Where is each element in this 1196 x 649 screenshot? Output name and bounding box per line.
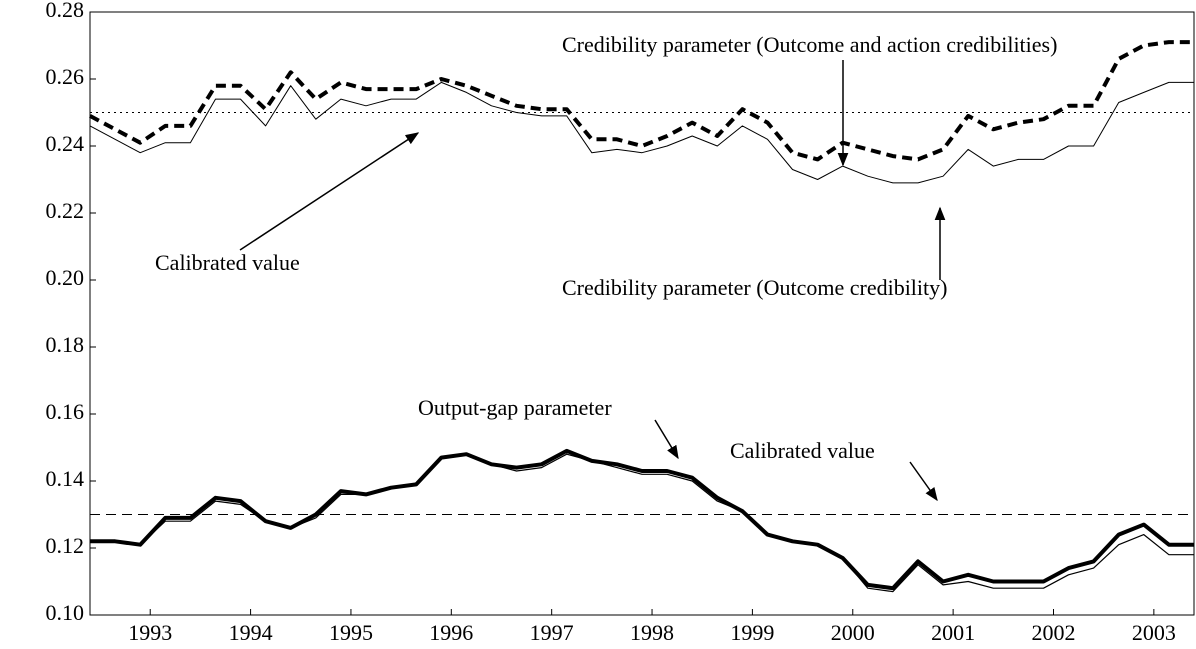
arrow <box>239 132 420 251</box>
annotation: Output-gap parameter <box>418 395 612 420</box>
y-tick-label: 0.16 <box>46 399 85 424</box>
plot-frame <box>89 11 1195 616</box>
line-series <box>89 81 1194 184</box>
y-tick-label: 0.24 <box>46 131 85 156</box>
annotation: Credibility parameter (Outcome and actio… <box>562 32 1057 57</box>
x-tick-label: 1999 <box>730 620 774 645</box>
annotation: Credibility parameter (Outcome credibili… <box>562 275 947 300</box>
x-tick-label: 1997 <box>530 620 574 645</box>
x-tick-label: 1994 <box>229 620 273 645</box>
x-tick-label: 1998 <box>630 620 674 645</box>
x-tick-label: 2003 <box>1132 620 1176 645</box>
line-series <box>89 40 1194 162</box>
arrow <box>909 461 938 502</box>
annotation: Calibrated value <box>730 438 875 463</box>
x-tick-label: 1996 <box>429 620 473 645</box>
y-tick-label: 0.22 <box>46 198 85 223</box>
x-tick-label: 2000 <box>831 620 875 645</box>
x-tick-label: 1993 <box>128 620 172 645</box>
annotation: Calibrated value <box>155 250 300 275</box>
line-series <box>90 448 1194 591</box>
arrow <box>654 419 679 460</box>
x-tick-label: 2002 <box>1031 620 1075 645</box>
x-tick-label: 1995 <box>329 620 373 645</box>
line-series <box>90 453 1194 593</box>
y-tick-label: 0.28 <box>46 0 85 22</box>
y-tick-label: 0.12 <box>46 533 85 558</box>
arrows <box>239 60 946 502</box>
x-tick-label: 2001 <box>931 620 975 645</box>
y-tick-label: 0.14 <box>46 466 85 491</box>
y-tick-label: 0.10 <box>46 600 85 625</box>
y-tick-label: 0.18 <box>46 332 85 357</box>
y-tick-label: 0.20 <box>46 265 85 290</box>
y-tick-label: 0.26 <box>46 64 85 89</box>
